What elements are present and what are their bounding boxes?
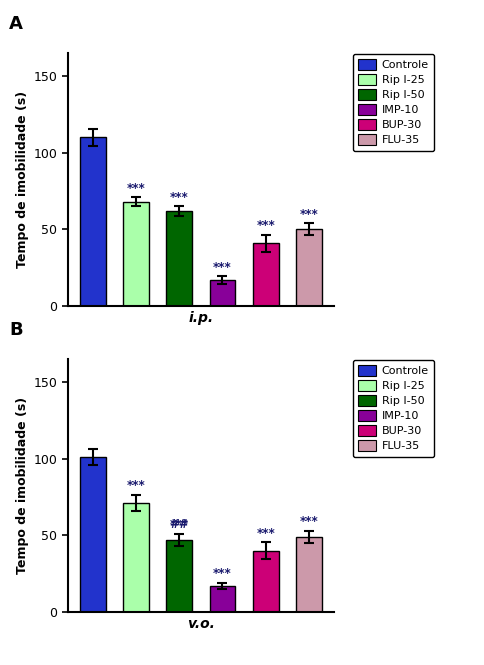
Text: ***: *** (257, 527, 275, 540)
Bar (80, 138, 106, 306)
Text: ***: *** (213, 567, 232, 581)
Y-axis label: Tempo de imobilidade (s): Tempo de imobilidade (s) (16, 397, 30, 574)
Y-axis label: Tempo de imobilidade (s): Tempo de imobilidade (s) (16, 91, 30, 268)
X-axis label: i.p.: i.p. (188, 311, 213, 325)
Text: ##: ## (169, 517, 189, 531)
Text: ***: *** (170, 191, 189, 204)
Bar (166, 540, 192, 612)
Text: A: A (9, 15, 23, 33)
Text: ***: *** (213, 261, 232, 274)
Bar (296, 229, 322, 306)
Bar (123, 503, 149, 612)
Bar (210, 280, 235, 306)
Bar (80, 457, 106, 612)
Bar (253, 551, 279, 612)
Text: ***: *** (127, 182, 145, 195)
Bar (253, 243, 279, 306)
Bar (123, 201, 149, 306)
X-axis label: v.o.: v.o. (187, 617, 215, 631)
Text: ***: *** (300, 515, 318, 528)
Text: ***: *** (170, 503, 189, 531)
Legend: Controle, Rip I-25, Rip I-50, IMP-10, BUP-30, FLU-35: Controle, Rip I-25, Rip I-50, IMP-10, BU… (353, 360, 435, 457)
Text: ***: *** (127, 479, 145, 492)
Bar (166, 211, 192, 306)
Text: B: B (9, 321, 23, 339)
Bar (210, 586, 235, 612)
Text: ***: *** (257, 219, 275, 232)
Bar (296, 537, 322, 612)
Text: ***: *** (300, 208, 318, 221)
Legend: Controle, Rip I-25, Rip I-50, IMP-10, BUP-30, FLU-35: Controle, Rip I-25, Rip I-50, IMP-10, BU… (353, 54, 435, 151)
